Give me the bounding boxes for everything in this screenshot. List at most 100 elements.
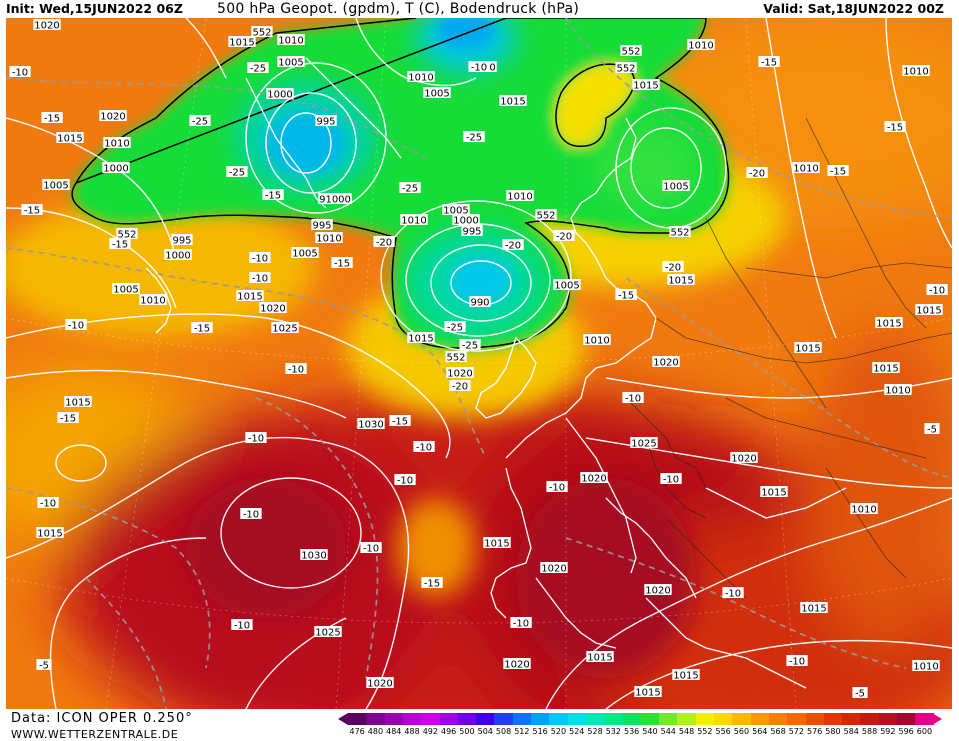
pressure-label: 1020 xyxy=(503,658,531,671)
legend-tick-label: 480 xyxy=(367,727,384,736)
valid-time: Valid: Sat,18JUN2022 00Z xyxy=(763,1,944,16)
pressure-label: 1015 xyxy=(672,669,700,682)
temp-label-text: -10 xyxy=(243,510,259,521)
pressure-label: 995 xyxy=(311,219,333,232)
temp-label-text: -15 xyxy=(424,579,440,590)
pressure-label-text: 1010 xyxy=(584,336,609,347)
temp-label-text: -10 xyxy=(12,68,28,79)
pressure-label-text: 1015 xyxy=(916,306,941,317)
init-time: Init: Wed,15JUN2022 06Z xyxy=(6,1,183,16)
temp-label: -10 xyxy=(65,319,87,332)
pressure-label: 1015 xyxy=(632,79,660,92)
legend-color-cell xyxy=(512,713,532,725)
legend-color-cell xyxy=(604,713,623,725)
pressure-label-text: 1015 xyxy=(801,604,826,615)
legend-color-cell xyxy=(805,713,825,725)
pressure-label-text: 1010 xyxy=(903,67,928,78)
pressure-label: 1020 xyxy=(33,19,61,32)
temp-label-text: -20 xyxy=(749,169,765,180)
legend-tick-label: 536 xyxy=(624,727,640,736)
temp-label-text: -25 xyxy=(192,117,208,128)
temp-label-text: -5 xyxy=(39,661,49,672)
pressure-label: 1010 xyxy=(139,294,167,307)
pressure-label: 1010 xyxy=(400,214,428,227)
legend-color-cell xyxy=(787,713,806,725)
temp-label-text: -25 xyxy=(250,64,266,75)
pressure-label-text: 1010 xyxy=(278,36,303,47)
pressure-label-text: 1015 xyxy=(873,364,898,375)
temp-label-text: -25 xyxy=(462,341,478,352)
legend-tick-label: 504 xyxy=(477,727,493,736)
pressure-label: 1005 xyxy=(277,56,305,69)
temp-label: -20 xyxy=(662,261,684,274)
pressure-label: 1020 xyxy=(259,302,287,315)
legend-color-cell xyxy=(750,713,770,725)
legend-color-cell xyxy=(585,713,605,725)
temp-label-text: -25 xyxy=(466,133,482,144)
temp-label: -5 xyxy=(36,659,52,672)
pressure-label-text: 1030 xyxy=(358,420,383,431)
temp-label-text: -10 xyxy=(234,621,250,632)
temp-label: -10 xyxy=(37,497,59,510)
pressure-label-text: 995 xyxy=(172,236,191,247)
legend-tick-label: 580 xyxy=(825,727,841,736)
pressure-label-text: 995 xyxy=(462,227,481,238)
temp-label-text: -10 xyxy=(725,589,741,600)
legend-tick-label: 512 xyxy=(514,727,530,736)
legend-tick-label: 560 xyxy=(733,727,750,736)
website-link[interactable]: WWW.WETTERZENTRALE.DE xyxy=(11,728,179,741)
temp-label: -20 xyxy=(449,380,471,393)
temp-label: -10 xyxy=(546,481,568,494)
pressure-label: 1025 xyxy=(314,626,342,639)
temp-label: -10 xyxy=(510,617,532,630)
pressure-label: 1020 xyxy=(446,367,474,380)
temp-label: -15 xyxy=(827,165,849,178)
temp-label: -10 xyxy=(231,619,253,632)
pressure-label-text: 1015 xyxy=(673,671,698,682)
legend-color-cell xyxy=(567,713,587,725)
legend-tick-label: 516 xyxy=(532,727,548,736)
legend-tick-label: 552 xyxy=(697,727,713,736)
legend-color-cell xyxy=(823,713,843,725)
temp-label-text: -15 xyxy=(44,114,60,125)
color-legend: 476 480 484 488 492 496 500 504 508 512 516 520 524 5… xyxy=(338,713,958,741)
pressure-label: 1005 xyxy=(662,180,690,193)
legend-tick-label: 532 xyxy=(605,727,621,736)
temp-label: -25 xyxy=(247,62,269,75)
pressure-label-text: 1015 xyxy=(635,688,660,699)
legend-tick-label: 508 xyxy=(495,727,512,736)
temp-label-text: -5 xyxy=(927,425,937,436)
temp-label: -10 xyxy=(622,392,644,405)
legend-color-cell xyxy=(897,713,916,725)
temp-label-text: -10 xyxy=(68,321,84,332)
temp-label-text: -15 xyxy=(60,414,76,425)
geopotential-fill xyxy=(6,18,952,709)
legend-tick-label: 540 xyxy=(642,727,658,736)
geopot-label: 552 xyxy=(615,62,637,75)
temp-label: -15 xyxy=(615,289,637,302)
temp-label: -10 xyxy=(413,441,435,454)
pressure-label: 1020 xyxy=(730,452,758,465)
pressure-label-text: 1020 xyxy=(541,564,566,575)
legend-color-cell xyxy=(732,713,752,725)
temp-label: -20 xyxy=(553,230,575,243)
data-source: Data: ICON OPER 0.250° xyxy=(11,711,193,726)
pressure-label-text: 1010 xyxy=(316,234,341,245)
pressure-label: 91000 xyxy=(318,193,352,206)
legend-color-cell xyxy=(366,713,386,725)
legend-color-cell xyxy=(677,713,697,725)
pressure-label: 1015 xyxy=(800,602,828,615)
pressure-label-text: 1015 xyxy=(229,38,254,49)
pressure-label-text: 1015 xyxy=(57,134,82,145)
geopot-label: 552 xyxy=(620,45,642,58)
weather-map[interactable]: 1020101510101005101010101005100010151010… xyxy=(6,18,952,709)
temp-label: -10 xyxy=(926,284,948,297)
pressure-label-text: 1015 xyxy=(587,653,612,664)
geopot-label: 552 xyxy=(116,228,138,241)
temp-label-text: -10 xyxy=(248,434,264,445)
temp-label: -10 xyxy=(249,252,271,265)
pressure-label: 1020 xyxy=(652,356,680,369)
legend-tick-label: 500 xyxy=(459,727,475,736)
temp-label: -20 xyxy=(373,236,395,249)
legend-color-cell xyxy=(402,713,422,725)
